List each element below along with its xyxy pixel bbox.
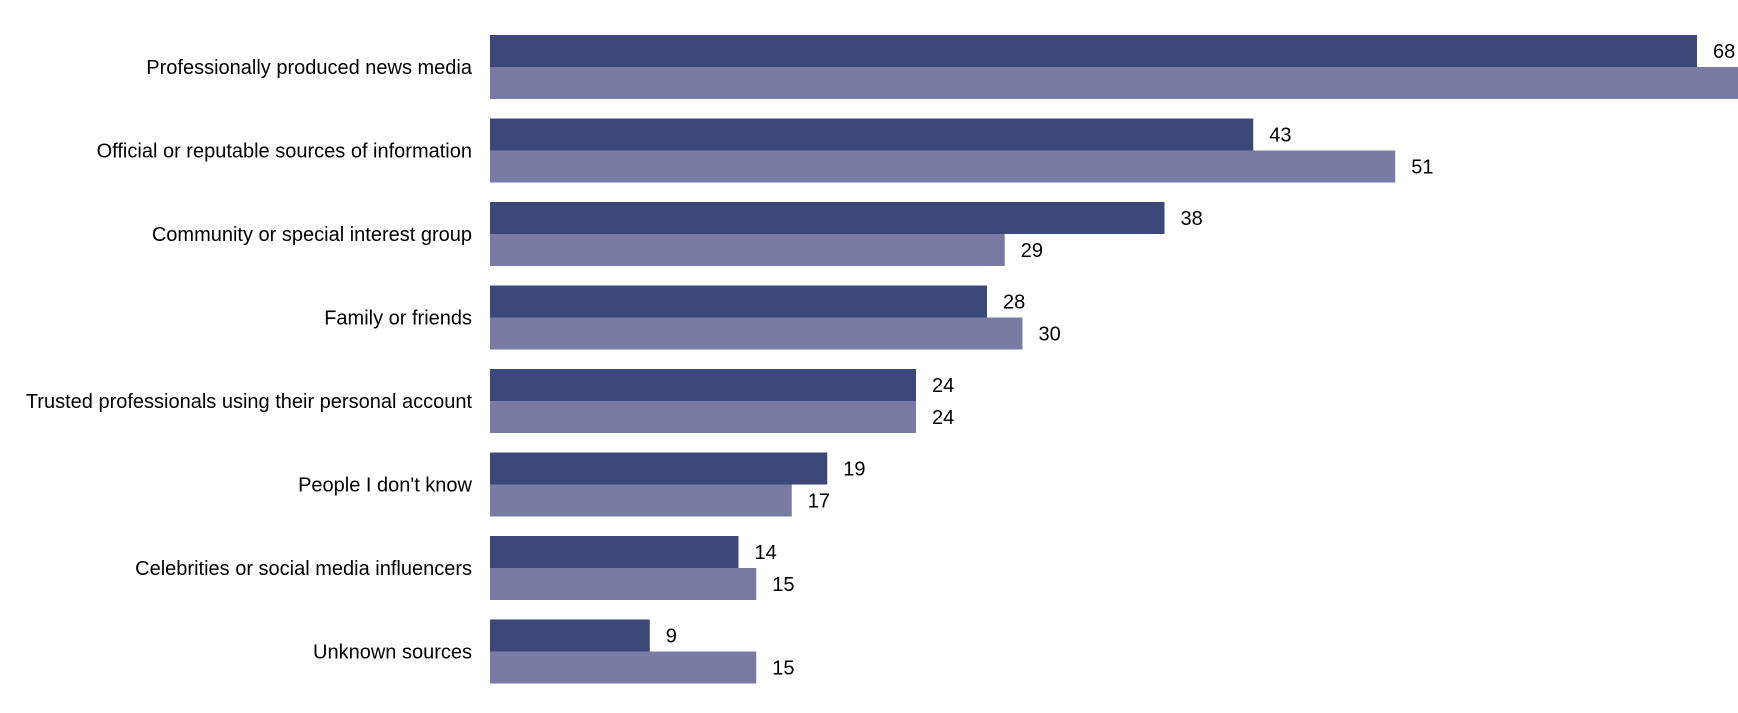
value-label: 15: [772, 574, 794, 596]
category-label: Celebrities or social media influencers: [135, 558, 472, 580]
bar-series-2: [490, 67, 1738, 99]
bar-series-1: [490, 35, 1697, 67]
category-label: Family or friends: [324, 308, 472, 330]
value-labels: 6878435138292830242419171415915: [666, 41, 1736, 680]
bar-series-1: [490, 536, 739, 568]
bar-series-2: [490, 401, 916, 433]
bar-series-2: [490, 150, 1396, 183]
value-label: 19: [843, 459, 865, 481]
category-label: Trusted professionals using their person…: [26, 391, 473, 413]
bar-series-2: [490, 651, 757, 684]
bar-series-2: [490, 234, 1005, 266]
bar-series-2: [490, 317, 1023, 350]
value-label: 9: [666, 626, 677, 648]
bar-series-1: [490, 619, 650, 652]
value-label: 68: [1713, 41, 1735, 63]
category-label: Unknown sources: [313, 642, 472, 664]
value-label: 51: [1411, 157, 1433, 179]
bar-series-1: [490, 452, 828, 485]
value-label: 38: [1181, 208, 1203, 230]
bar-series-1: [490, 202, 1165, 234]
value-label: 43: [1269, 125, 1291, 147]
value-label: 14: [755, 542, 777, 564]
value-label: 15: [772, 658, 794, 680]
bar-series-1: [490, 369, 916, 401]
bar-series-2: [490, 568, 757, 600]
value-label: 24: [932, 407, 954, 429]
value-label: 24: [932, 375, 954, 397]
category-labels: Professionally produced news media Offici…: [26, 57, 473, 664]
bar-series-1: [490, 118, 1254, 151]
category-label: Official or reputable sources of informa…: [97, 141, 472, 163]
value-label: 30: [1039, 324, 1061, 346]
value-label: 29: [1021, 240, 1043, 262]
category-label: Professionally produced news media: [146, 57, 473, 79]
category-label: Community or special interest group: [152, 224, 472, 246]
bars: [490, 35, 1738, 684]
value-label: 17: [808, 491, 830, 513]
bar-series-1: [490, 285, 987, 318]
value-label: 28: [1003, 292, 1025, 314]
bar-series-2: [490, 484, 792, 517]
category-label: People I don't know: [298, 475, 472, 497]
